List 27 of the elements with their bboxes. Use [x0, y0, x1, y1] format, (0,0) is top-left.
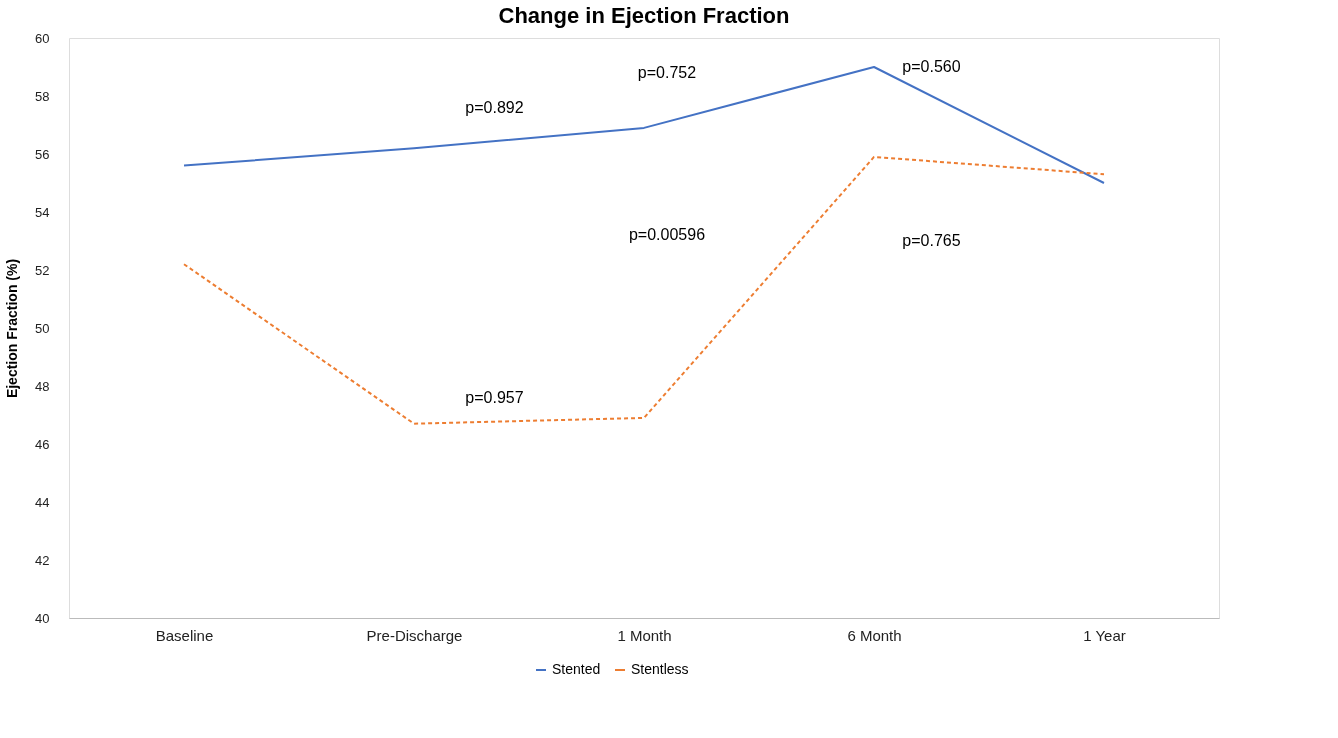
x-tick-label: 1 Month [617, 626, 672, 644]
y-tick-label: 44 [35, 494, 50, 510]
annotation: p=0.00596 [628, 226, 706, 244]
y-tick-label: 60 [35, 30, 50, 46]
y-tick-label: 50 [35, 320, 50, 336]
y-axis-title: Ejection Fraction (%) [4, 258, 21, 399]
y-tick-label: 58 [35, 88, 50, 104]
y-tick-label: 40 [35, 610, 50, 626]
legend-label: Stentless [631, 661, 689, 677]
y-tick-label: 46 [35, 436, 50, 452]
chart-title: Change in Ejection Fraction [498, 3, 790, 28]
annotation: p=0.560 [902, 58, 961, 75]
x-tick-label: 1 Year [1083, 626, 1126, 644]
annotation: p=0.892 [465, 98, 524, 116]
annotation: p=0.957 [465, 388, 524, 406]
x-tick-label: 6 Month [847, 626, 902, 644]
annotation: p=0.765 [902, 232, 961, 249]
annotation: p=0.752 [637, 63, 697, 81]
y-tick-label: 48 [35, 378, 50, 394]
x-tick-label: Baseline [155, 626, 214, 644]
y-tick-label: 52 [35, 262, 50, 278]
y-tick-label: 42 [35, 552, 50, 568]
legend-label: Stented [552, 661, 601, 677]
y-tick-label: 54 [35, 204, 50, 220]
y-tick-label: 56 [35, 146, 50, 162]
line-series [183, 155, 1105, 425]
x-tick-label: Pre-Discharge [366, 626, 463, 644]
